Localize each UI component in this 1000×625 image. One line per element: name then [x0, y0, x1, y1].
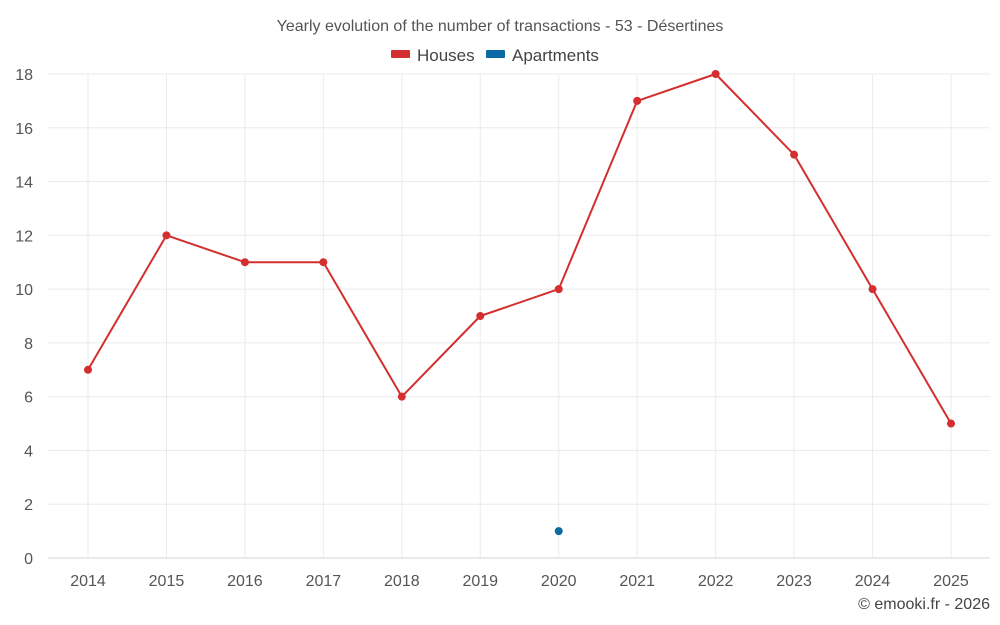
x-tick-label: 2022: [698, 573, 734, 590]
x-tick-label: 2017: [306, 573, 342, 590]
legend-item-apartments[interactable]: Apartments: [486, 46, 599, 65]
x-axis: 2014 2015 2016 2017 2018 2019 2020 2021 2022 2023…: [48, 557, 990, 590]
x-tick-label: 2015: [149, 573, 185, 590]
y-tick-label: 6: [24, 390, 33, 407]
y-tick-label: 14: [15, 175, 33, 192]
legend: Houses Apartments: [391, 46, 599, 65]
y-tick-label: 4: [24, 443, 33, 460]
series-line-houses: [87, 73, 952, 425]
x-tick-label: 2024: [855, 573, 891, 590]
series-houses: [84, 70, 955, 428]
legend-swatch-apartments: [486, 50, 505, 58]
data-point-houses[interactable]: [240, 258, 249, 267]
legend-label-apartments: Apartments: [512, 46, 599, 65]
data-point-houses[interactable]: [633, 96, 642, 105]
y-tick-label: 18: [15, 67, 33, 84]
x-tick-label: 2023: [776, 573, 812, 590]
gridlines: [48, 73, 990, 559]
x-tick-label: 2020: [541, 573, 577, 590]
data-point-houses[interactable]: [790, 150, 799, 159]
legend-item-houses[interactable]: Houses: [391, 46, 475, 65]
data-point-houses[interactable]: [947, 419, 955, 428]
data-point-houses[interactable]: [84, 365, 92, 374]
y-tick-label: 16: [15, 121, 33, 138]
data-point-houses[interactable]: [397, 392, 406, 401]
legend-swatch-houses: [391, 50, 410, 58]
y-tick-label: 8: [24, 336, 33, 353]
y-tick-label: 0: [24, 551, 33, 568]
series-apartments: [554, 527, 563, 536]
data-point-houses[interactable]: [554, 285, 563, 294]
data-point-houses[interactable]: [319, 258, 328, 267]
data-point-houses[interactable]: [711, 70, 720, 78]
x-tick-label: 2019: [462, 573, 498, 590]
series: [84, 70, 955, 536]
credit-text: © emooki.fr - 2026: [858, 596, 990, 613]
y-tick-label: 10: [15, 282, 33, 299]
x-tick-label: 2025: [933, 573, 969, 590]
data-point-houses[interactable]: [162, 231, 171, 240]
data-point-houses[interactable]: [476, 312, 485, 320]
data-point-houses[interactable]: [868, 285, 877, 294]
y-tick-label: 12: [15, 228, 33, 245]
x-tick-label: 2016: [227, 573, 263, 590]
legend-label-houses: Houses: [417, 46, 475, 65]
x-tick-label: 2021: [619, 573, 655, 590]
x-tick-label: 2014: [70, 573, 106, 590]
chart-title: Yearly evolution of the number of transa…: [277, 18, 724, 35]
data-point-apartments[interactable]: [554, 527, 563, 536]
x-tick-label: 2018: [384, 573, 420, 590]
y-tick-label: 2: [24, 497, 33, 514]
y-axis: 0 2 4 6 8 10 12 14 16 18: [15, 67, 33, 568]
